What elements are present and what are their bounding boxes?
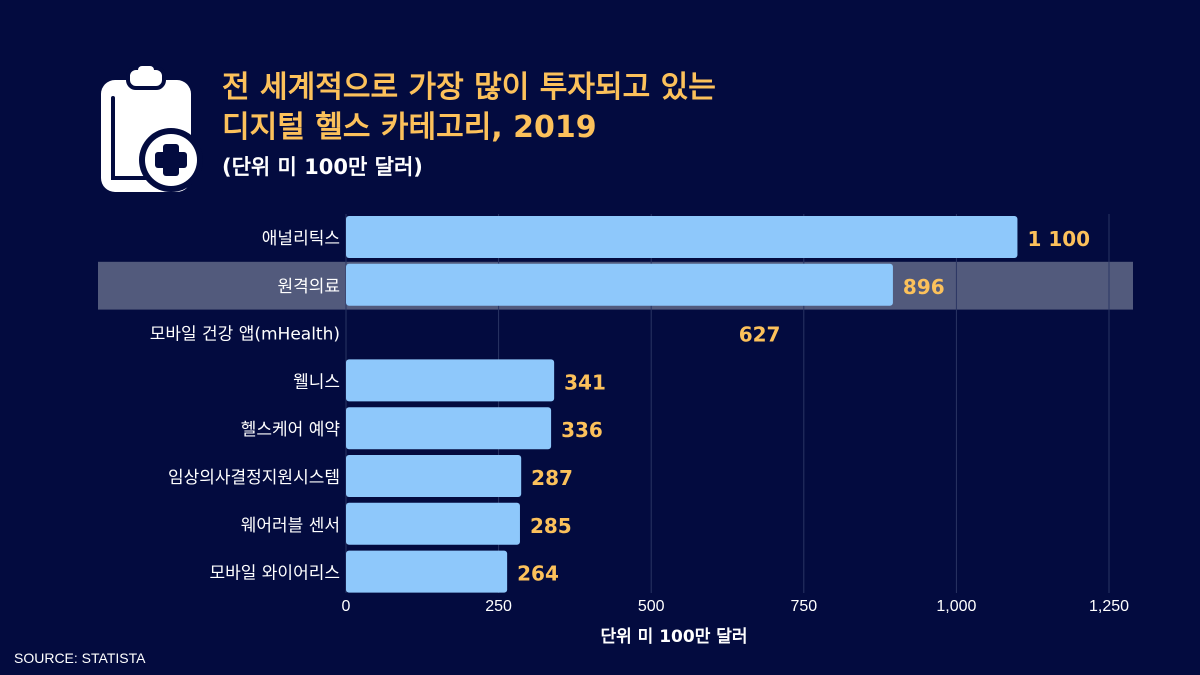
source-note: SOURCE: STATISTA [14,650,146,666]
bar [346,263,893,306]
bar [346,359,555,402]
category-label: 모바일 와이어리스 [209,564,340,584]
chart-subtitle: (단위 미 100만 달러) [222,155,423,179]
value-label: 264 [517,562,559,586]
x-axis-title: 단위 미 100만 달러 [600,626,747,647]
value-label: 627 [739,323,781,347]
category-label: 헬스케어 예약 [241,420,340,440]
bar [346,455,522,497]
title-block: 전 세계적으로 가장 많이 투자되고 있는 디지털 헬스 카테고리, 2019 … [222,68,716,182]
clipboard-medical-icon [98,66,204,198]
category-label: 웰니스 [293,372,340,392]
category-label: 임상의사결정지원시스템 [168,468,340,488]
value-label: 336 [561,418,603,442]
chart-title-line-1: 전 세계적으로 가장 많이 투자되고 있는 [222,70,716,105]
value-label: 287 [531,466,573,490]
value-label: 341 [564,370,606,394]
category-label: 원격의료 [277,277,340,297]
chart-title-line-2: 디지털 헬스 카테고리, 2019 [222,110,597,145]
x-tick-label: 0 [342,598,351,615]
x-tick-label: 500 [638,598,665,615]
value-label: 285 [530,514,572,538]
bar [346,407,552,450]
category-label: 모바일 건강 앱(mHealth) [150,325,340,345]
bar [346,216,1018,258]
bar [346,502,520,545]
category-label: 웨어러블 센서 [241,516,340,536]
value-label: 896 [903,275,945,299]
x-tick-label: 1,000 [936,598,976,615]
x-tick-label: 750 [790,598,817,615]
x-tick-label: 1,250 [1089,598,1129,615]
category-label: 애널리틱스 [262,229,340,249]
value-label: 1 100 [1027,227,1090,251]
bar [346,550,508,593]
x-tick-label: 250 [485,598,512,615]
